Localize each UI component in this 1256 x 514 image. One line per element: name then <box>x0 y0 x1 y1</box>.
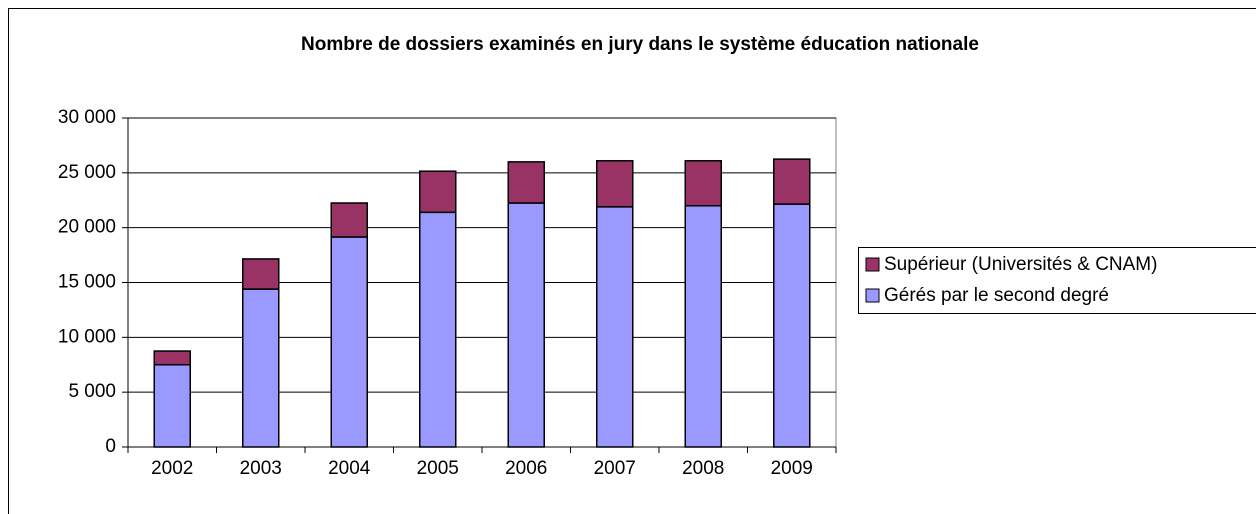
legend-swatch <box>865 288 880 303</box>
bar-segment <box>773 203 811 448</box>
y-tick-label: 10 000 <box>58 326 116 347</box>
bar-segment <box>330 236 368 448</box>
x-tick-label: 2005 <box>417 458 459 479</box>
legend-swatch <box>865 257 880 272</box>
bar-segment <box>153 350 191 366</box>
legend-label: Gérés par le second degré <box>884 285 1109 306</box>
bar-segment <box>419 170 457 214</box>
x-tick-label: 2007 <box>594 458 636 479</box>
x-tick-label: 2008 <box>682 458 724 479</box>
y-tick-label: 15 000 <box>58 272 116 293</box>
bar-segment <box>684 204 722 448</box>
x-tick-label: 2002 <box>151 458 193 479</box>
bar-segment <box>242 288 280 448</box>
y-tick-label: 20 000 <box>58 217 116 238</box>
y-tick-label: 0 <box>105 436 116 457</box>
bar-segment <box>153 364 191 448</box>
bar-segment <box>596 206 634 448</box>
bar-segment <box>330 202 368 238</box>
bar-segment <box>507 202 545 448</box>
chart-title: Nombre de dossiers examinés en jury dans… <box>301 34 979 55</box>
bar-segment <box>507 161 545 204</box>
x-tick-label: 2003 <box>240 458 282 479</box>
y-tick-label: 25 000 <box>58 162 116 183</box>
x-tick-label: 2006 <box>505 458 547 479</box>
x-tick-label: 2009 <box>771 458 813 479</box>
legend-label: Supérieur (Universités & CNAM) <box>884 254 1157 275</box>
bar-segment <box>419 211 457 448</box>
y-tick-label: 30 000 <box>58 107 116 128</box>
bar-segment <box>773 158 811 205</box>
bar-segment <box>596 160 634 208</box>
x-tick-label: 2004 <box>328 458 371 479</box>
legend-box <box>858 247 1256 314</box>
y-tick-label: 5 000 <box>68 381 116 402</box>
bar-segment <box>684 160 722 207</box>
bar-segment <box>242 258 280 290</box>
